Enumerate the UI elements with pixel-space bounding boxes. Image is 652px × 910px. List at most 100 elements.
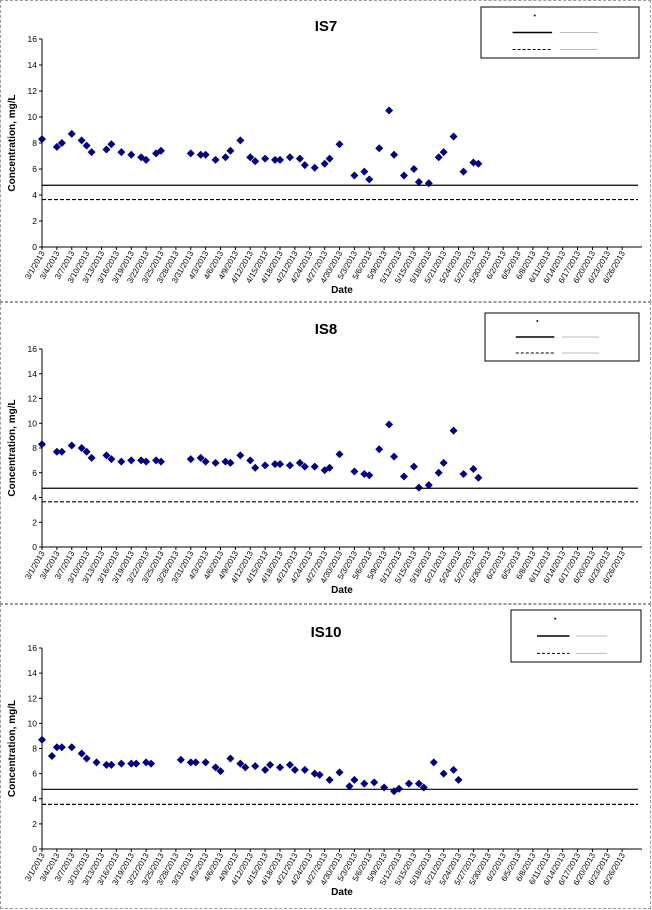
- data-point: [221, 153, 230, 162]
- data-point: [424, 481, 433, 490]
- y-tick-label: 8: [32, 138, 37, 148]
- data-point: [241, 763, 250, 772]
- data-point: [226, 458, 235, 467]
- data-point: [201, 758, 210, 767]
- y-tick-label: 14: [28, 369, 38, 379]
- data-point: [380, 783, 389, 792]
- data-point: [320, 159, 329, 168]
- data-point: [449, 765, 458, 774]
- data-point: [201, 457, 210, 466]
- y-tick-label: 14: [28, 60, 38, 70]
- data-point: [335, 768, 344, 777]
- y-tick-label: 6: [32, 468, 37, 478]
- data-point: [201, 150, 210, 159]
- data-point: [117, 148, 126, 157]
- data-point: [404, 779, 413, 788]
- data-point: [399, 171, 408, 180]
- y-tick-label: 12: [28, 86, 38, 96]
- data-point: [350, 775, 359, 784]
- data-point: [365, 471, 374, 480]
- data-point: [147, 759, 156, 768]
- x-axis-label: Date: [331, 887, 353, 898]
- y-tick-label: 12: [28, 693, 38, 703]
- data-point: [251, 762, 260, 771]
- data-point: [290, 765, 299, 774]
- data-point: [82, 141, 91, 150]
- legend-marker-swatch: [533, 14, 536, 17]
- data-point: [285, 153, 294, 162]
- data-point: [276, 155, 285, 164]
- data-point: [261, 461, 270, 470]
- data-point: [390, 150, 399, 159]
- y-tick-label: 0: [32, 844, 37, 854]
- data-point: [474, 473, 483, 482]
- y-tick-label: 6: [32, 164, 37, 174]
- data-point: [350, 467, 359, 476]
- data-point: [350, 171, 359, 180]
- data-point: [345, 782, 354, 791]
- chart-panel-is7: IS7 Concentration, mg/L 0 2 4 6 8 10 12 14 16 3/1/2…: [0, 0, 651, 302]
- data-point: [47, 752, 56, 761]
- data-point: [107, 455, 116, 464]
- data-point: [127, 759, 136, 768]
- data-point: [132, 759, 141, 768]
- y-tick-label: 10: [28, 112, 38, 122]
- data-point: [52, 142, 61, 151]
- data-point: [390, 452, 399, 461]
- data-point: [335, 450, 344, 459]
- data-point: [325, 463, 334, 472]
- data-point: [469, 465, 478, 474]
- data-point: [315, 770, 324, 779]
- x-axis-label: Date: [331, 285, 353, 296]
- data-point: [196, 453, 205, 462]
- data-point: [176, 755, 185, 764]
- data-point: [424, 179, 433, 188]
- data-point: [271, 460, 280, 469]
- data-point: [102, 145, 111, 154]
- data-point: [196, 150, 205, 159]
- data-point: [310, 163, 319, 172]
- data-point: [295, 154, 304, 163]
- y-tick-label: 16: [28, 344, 38, 354]
- legend-marker-swatch: [554, 617, 557, 620]
- data-point: [226, 754, 235, 763]
- chart-title-is8: IS8: [315, 321, 338, 338]
- data-point: [57, 743, 66, 752]
- data-point: [261, 765, 270, 774]
- y-tick-label: 8: [32, 744, 37, 754]
- data-point: [434, 468, 443, 477]
- data-point: [57, 447, 66, 456]
- y-axis-label: Concentration, mg/L: [7, 700, 18, 797]
- data-point: [186, 149, 195, 158]
- data-point: [276, 763, 285, 772]
- data-point: [226, 146, 235, 155]
- data-point: [414, 779, 423, 788]
- data-point: [365, 175, 374, 184]
- y-tick-label: 10: [28, 718, 38, 728]
- data-point: [459, 469, 468, 478]
- data-point: [107, 140, 116, 149]
- y-tick-label: 0: [32, 542, 37, 552]
- data-point: [92, 758, 101, 767]
- data-point: [385, 420, 394, 429]
- data-point: [107, 760, 116, 769]
- data-point: [127, 150, 136, 159]
- data-point: [360, 167, 369, 176]
- data-point: [454, 775, 463, 784]
- data-point: [300, 161, 309, 170]
- y-tick-label: 2: [32, 819, 37, 829]
- data-point: [409, 462, 418, 471]
- x-axis-label: Date: [331, 585, 353, 596]
- y-tick-label: 2: [32, 216, 37, 226]
- data-point: [251, 157, 260, 166]
- data-point: [117, 759, 126, 768]
- data-point: [449, 426, 458, 435]
- data-point: [236, 759, 245, 768]
- y-tick-label: 14: [28, 668, 38, 678]
- data-point: [414, 483, 423, 492]
- data-point: [57, 139, 66, 147]
- data-point: [261, 154, 270, 163]
